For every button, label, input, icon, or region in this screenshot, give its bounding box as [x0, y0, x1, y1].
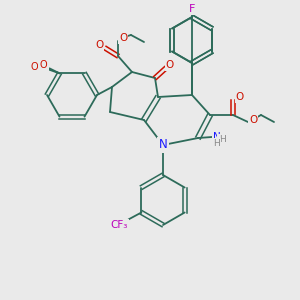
- Text: F: F: [189, 4, 195, 14]
- Text: N: N: [159, 139, 167, 152]
- Text: O: O: [95, 40, 103, 50]
- Text: O: O: [236, 92, 244, 102]
- Text: N: N: [213, 132, 221, 142]
- Text: CF₃: CF₃: [111, 220, 128, 230]
- Text: H: H: [214, 139, 220, 148]
- Text: O: O: [31, 62, 38, 72]
- Text: O: O: [166, 60, 174, 70]
- Text: O: O: [40, 60, 47, 70]
- Text: H: H: [219, 136, 225, 145]
- Text: O: O: [119, 33, 127, 43]
- Text: O: O: [34, 61, 43, 71]
- Text: O: O: [249, 115, 257, 125]
